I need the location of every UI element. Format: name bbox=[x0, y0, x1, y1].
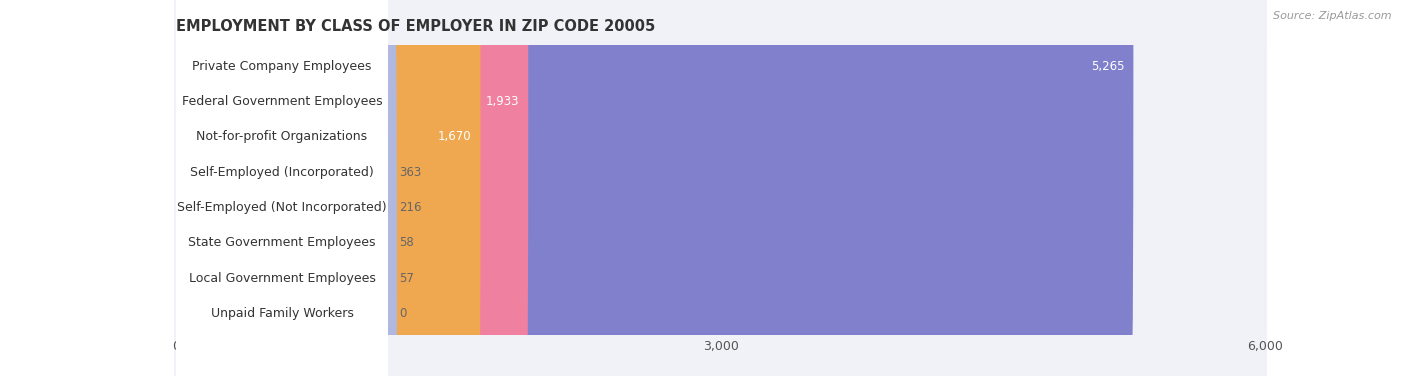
FancyBboxPatch shape bbox=[174, 0, 1267, 361]
Text: EMPLOYMENT BY CLASS OF EMPLOYER IN ZIP CODE 20005: EMPLOYMENT BY CLASS OF EMPLOYER IN ZIP C… bbox=[176, 19, 655, 34]
Text: 58: 58 bbox=[399, 237, 413, 249]
Text: State Government Employees: State Government Employees bbox=[188, 237, 375, 249]
Text: 363: 363 bbox=[399, 166, 422, 179]
FancyBboxPatch shape bbox=[174, 0, 1267, 376]
FancyBboxPatch shape bbox=[174, 0, 389, 376]
FancyBboxPatch shape bbox=[174, 0, 389, 376]
Text: 0: 0 bbox=[399, 307, 406, 320]
Text: Private Company Employees: Private Company Employees bbox=[193, 60, 371, 73]
Text: 5,265: 5,265 bbox=[1091, 60, 1125, 73]
Text: 57: 57 bbox=[399, 271, 413, 285]
FancyBboxPatch shape bbox=[176, 0, 388, 376]
Text: 216: 216 bbox=[399, 201, 422, 214]
FancyBboxPatch shape bbox=[176, 0, 388, 358]
FancyBboxPatch shape bbox=[174, 0, 481, 376]
FancyBboxPatch shape bbox=[174, 0, 1267, 376]
Text: 1,670: 1,670 bbox=[439, 130, 472, 143]
FancyBboxPatch shape bbox=[174, 18, 1267, 376]
Text: Unpaid Family Workers: Unpaid Family Workers bbox=[211, 307, 353, 320]
FancyBboxPatch shape bbox=[176, 22, 388, 376]
FancyBboxPatch shape bbox=[174, 0, 1267, 376]
FancyBboxPatch shape bbox=[176, 0, 388, 376]
Text: Self-Employed (Not Incorporated): Self-Employed (Not Incorporated) bbox=[177, 201, 387, 214]
FancyBboxPatch shape bbox=[176, 0, 388, 376]
FancyBboxPatch shape bbox=[176, 0, 388, 376]
Text: Source: ZipAtlas.com: Source: ZipAtlas.com bbox=[1274, 11, 1392, 21]
Text: Local Government Employees: Local Government Employees bbox=[188, 271, 375, 285]
FancyBboxPatch shape bbox=[174, 0, 1267, 376]
FancyBboxPatch shape bbox=[176, 0, 388, 376]
FancyBboxPatch shape bbox=[174, 0, 389, 376]
FancyBboxPatch shape bbox=[174, 0, 1267, 376]
FancyBboxPatch shape bbox=[176, 0, 388, 376]
Text: Federal Government Employees: Federal Government Employees bbox=[181, 95, 382, 108]
Text: Not-for-profit Organizations: Not-for-profit Organizations bbox=[197, 130, 367, 143]
FancyBboxPatch shape bbox=[174, 0, 389, 376]
Text: Self-Employed (Incorporated): Self-Employed (Incorporated) bbox=[190, 166, 374, 179]
FancyBboxPatch shape bbox=[174, 0, 1133, 358]
FancyBboxPatch shape bbox=[174, 22, 396, 376]
FancyBboxPatch shape bbox=[174, 0, 1267, 376]
FancyBboxPatch shape bbox=[174, 0, 529, 376]
Text: 1,933: 1,933 bbox=[486, 95, 520, 108]
